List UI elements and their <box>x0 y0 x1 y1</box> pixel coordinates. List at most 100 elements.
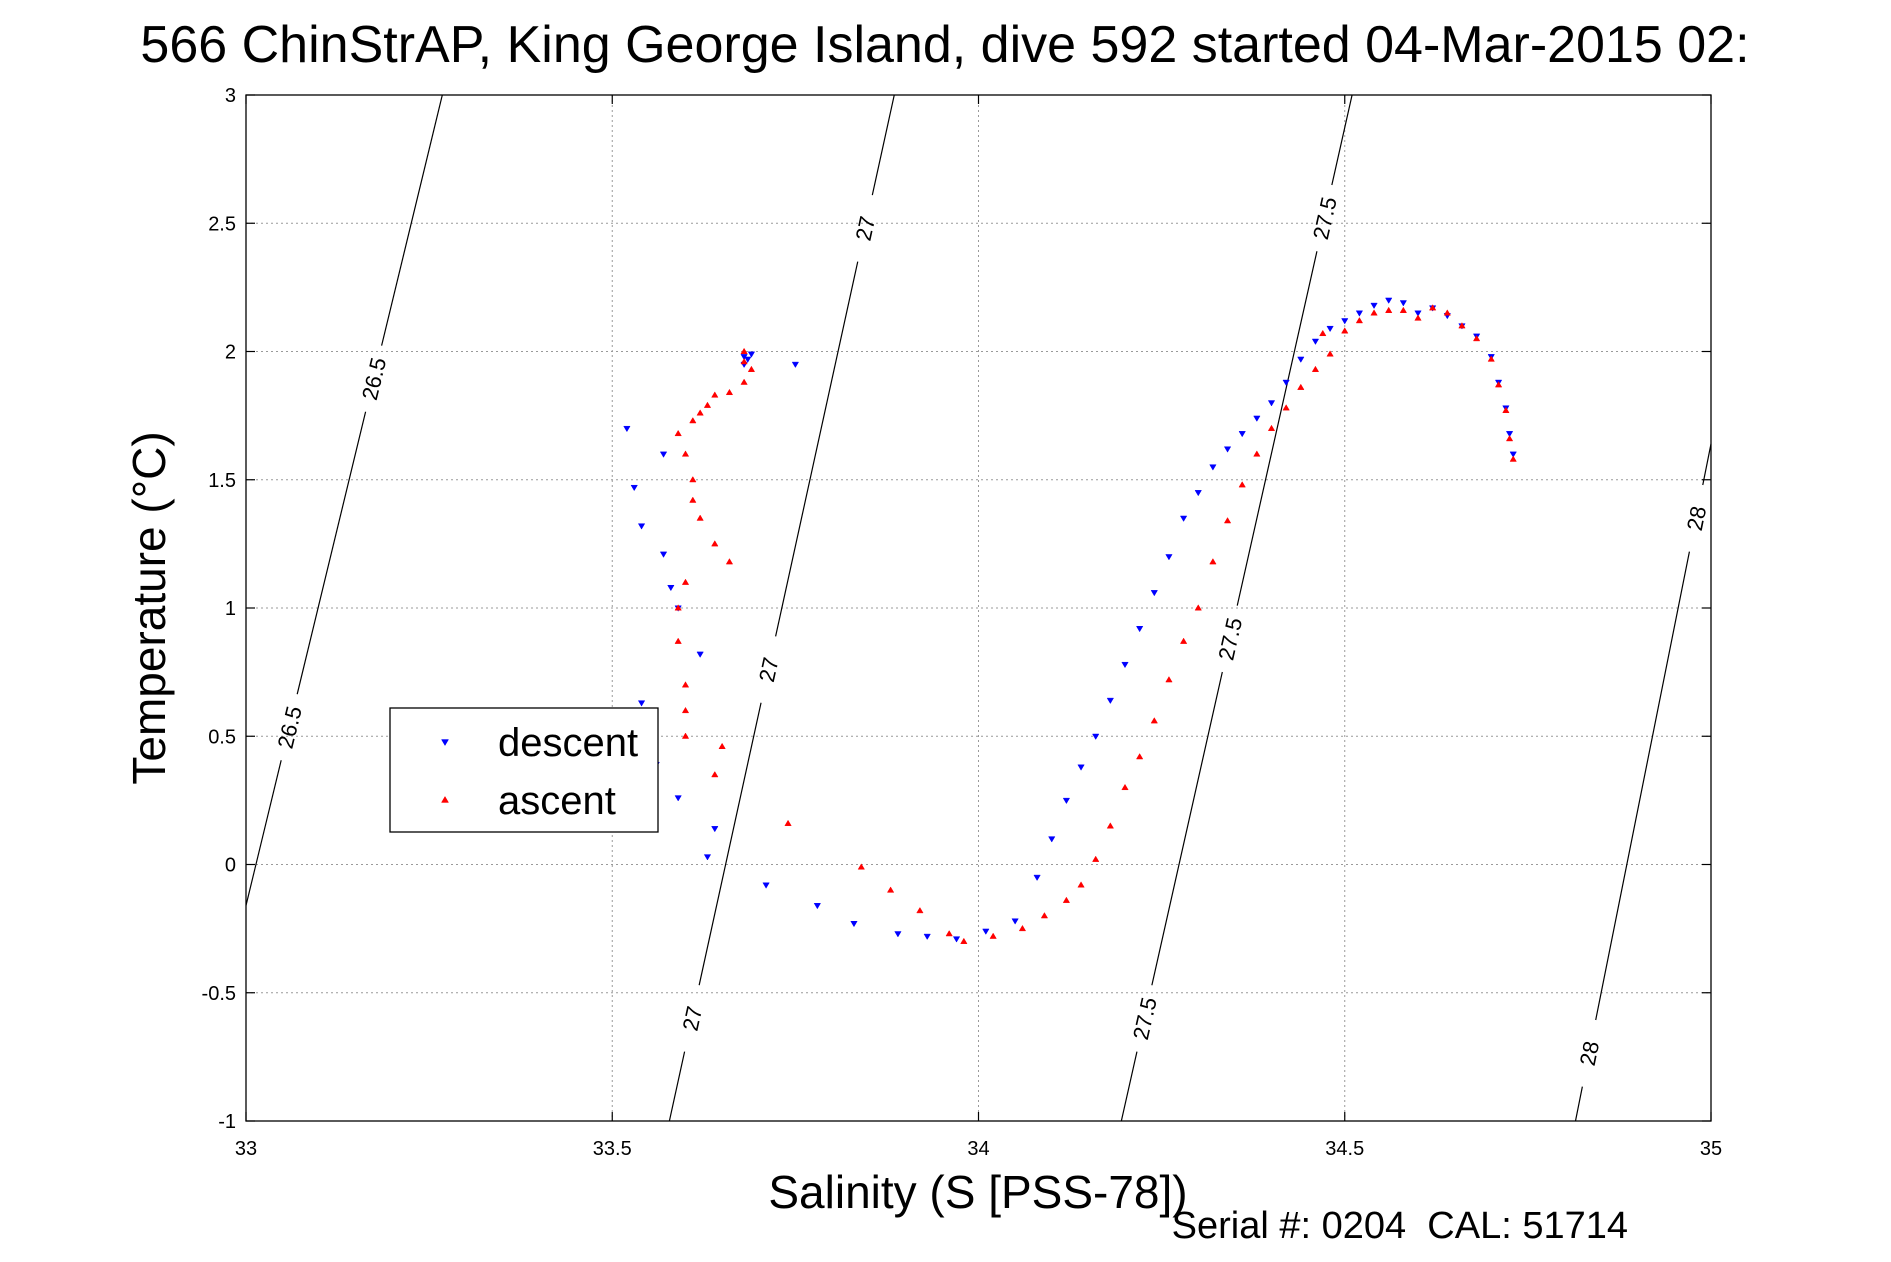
ascent-point <box>674 429 682 437</box>
ascent-point <box>1267 424 1276 431</box>
descent-point <box>711 826 719 833</box>
descent-point <box>1341 318 1349 325</box>
descent-point <box>1048 836 1056 843</box>
descent-point <box>1062 797 1071 805</box>
descent-point <box>1033 874 1041 882</box>
contour-line-segment <box>775 261 859 637</box>
ascent-point <box>681 681 690 688</box>
y-axis-label: Temperature (°C) <box>123 431 175 784</box>
legend-marker-descent <box>441 739 449 746</box>
descent-point <box>1399 300 1407 307</box>
descent-point <box>1297 356 1305 363</box>
y-tick-label: 2 <box>225 342 236 364</box>
ascent-point <box>740 347 748 354</box>
ascent-point <box>1106 822 1114 829</box>
y-tick-label: 1.5 <box>208 470 236 492</box>
y-axis-ticks: -1 -0.5 0 0.5 1 1.5 2 2.5 3 <box>202 85 1711 1133</box>
ascent-point <box>1077 881 1085 888</box>
descent-point <box>1121 661 1129 669</box>
descent-point <box>1311 338 1320 345</box>
ascent-point <box>960 937 968 944</box>
contour-line-segment <box>698 702 762 986</box>
ascent-point <box>1505 435 1514 442</box>
legend: descent ascent <box>389 707 659 833</box>
ascent-point <box>857 863 865 870</box>
ascent-point <box>1502 406 1510 413</box>
ascent-point <box>696 409 704 416</box>
contour-label: 27 <box>678 1004 708 1033</box>
ascent-point <box>718 742 726 749</box>
contour-line-segment <box>1595 551 1691 1021</box>
ascent-point <box>1319 329 1327 337</box>
descent-point <box>1092 733 1100 740</box>
ascent-point <box>1062 896 1071 903</box>
ascent-point <box>703 401 712 408</box>
descent-point <box>923 933 931 941</box>
ascent-point <box>1311 365 1320 372</box>
ascent-point <box>1414 314 1422 321</box>
descent-point <box>1355 310 1364 317</box>
contour-line-segment <box>871 94 895 196</box>
descent-point <box>1505 431 1514 438</box>
x-tick-label: 35 <box>1700 1138 1722 1160</box>
ascent-point <box>711 540 719 547</box>
contour-line-segment <box>296 411 367 695</box>
ascent-point <box>916 906 924 914</box>
y-tick-label: 1 <box>225 598 236 620</box>
ascent-point <box>1297 383 1305 390</box>
ascent-point <box>1209 558 1217 565</box>
descent-point <box>744 356 752 363</box>
contour-line-segment <box>1574 1086 1583 1122</box>
descent-point <box>1326 325 1334 333</box>
gridlines <box>246 95 1711 1121</box>
ascent-point <box>1282 404 1290 411</box>
ascent-point <box>696 514 704 521</box>
x-tick-label: 33.5 <box>593 1138 632 1160</box>
ascent-point <box>689 496 697 503</box>
ascent-point <box>1370 309 1378 316</box>
ascent-point <box>674 604 682 611</box>
ascent-point <box>1179 637 1188 644</box>
descent-point <box>850 921 858 928</box>
ascent-point <box>1487 355 1495 362</box>
descent-point <box>623 425 631 433</box>
descent-point <box>1165 554 1173 561</box>
legend-marker-ascent <box>441 796 449 803</box>
ascent-point <box>989 932 997 939</box>
x-tick-label: 33 <box>235 1138 257 1160</box>
ascent-point <box>1040 912 1049 919</box>
descent-point <box>630 484 638 492</box>
descent-point <box>1209 464 1217 471</box>
descent-point <box>659 551 668 558</box>
ascent-point <box>1385 306 1393 313</box>
serial-calibration-note: Serial #: 0204 CAL: 51714 <box>1172 1205 1628 1247</box>
descent-point <box>703 854 712 861</box>
ascent-point <box>740 378 748 385</box>
descent-point <box>1238 431 1246 438</box>
y-tick-label: 2.5 <box>208 213 236 235</box>
x-tick-label: 34.5 <box>1325 1138 1364 1160</box>
ascent-point <box>1253 450 1261 457</box>
ascent-point <box>1136 753 1144 760</box>
descent-point <box>696 651 704 658</box>
descent-point <box>1136 626 1144 633</box>
descent-point <box>1414 310 1422 317</box>
descent-point <box>1385 297 1393 304</box>
descent-point <box>762 882 770 889</box>
descent-point <box>674 795 682 802</box>
descent-point <box>791 361 800 369</box>
ascent-point <box>1429 304 1437 311</box>
descent-point <box>1223 446 1232 453</box>
descent-point <box>1150 590 1158 597</box>
ascent-point <box>689 476 697 483</box>
contour-line-segment <box>1702 443 1712 486</box>
descent-point <box>813 903 821 910</box>
descent-point <box>1509 451 1517 458</box>
ascent-point <box>1509 455 1517 462</box>
ascent-point <box>1472 334 1481 342</box>
y-tick-label: -0.5 <box>202 983 236 1005</box>
contour-line-segment <box>668 1051 686 1122</box>
contour-line-segment <box>1120 1051 1138 1122</box>
